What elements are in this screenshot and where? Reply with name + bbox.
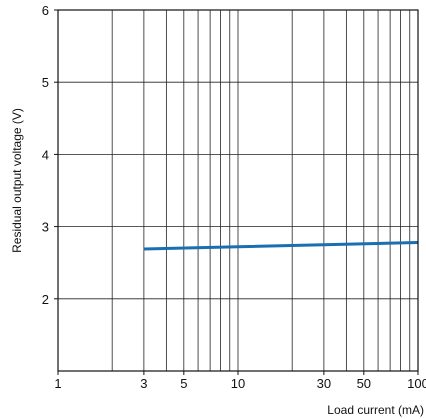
- x-tick-label: 3: [140, 376, 147, 391]
- y-axis-label: Residual output voltage (V): [10, 108, 24, 253]
- y-tick-label: 6: [42, 3, 49, 18]
- series-group: [143, 241, 419, 251]
- y-tick-label: 3: [42, 220, 49, 235]
- x-tick-label: 5: [180, 376, 187, 391]
- y-tick-label: 2: [42, 292, 49, 307]
- y-tick-label: 4: [42, 147, 49, 162]
- grid-lines: [58, 10, 418, 371]
- x-tick-label: 1: [54, 376, 61, 391]
- y-tick-labels: 2 3 4 5 6: [42, 3, 58, 307]
- x-axis-label: Load current (mA): [327, 403, 424, 417]
- y-tick-label: 5: [42, 75, 49, 90]
- x-tick-labels: 1 3 5 10 30 50 100: [54, 371, 426, 391]
- x-tick-label: 100: [407, 376, 426, 391]
- series-line: [143, 241, 419, 251]
- x-tick-label: 10: [231, 376, 245, 391]
- x-tick-label: 30: [317, 376, 331, 391]
- x-tick-label: 50: [357, 376, 371, 391]
